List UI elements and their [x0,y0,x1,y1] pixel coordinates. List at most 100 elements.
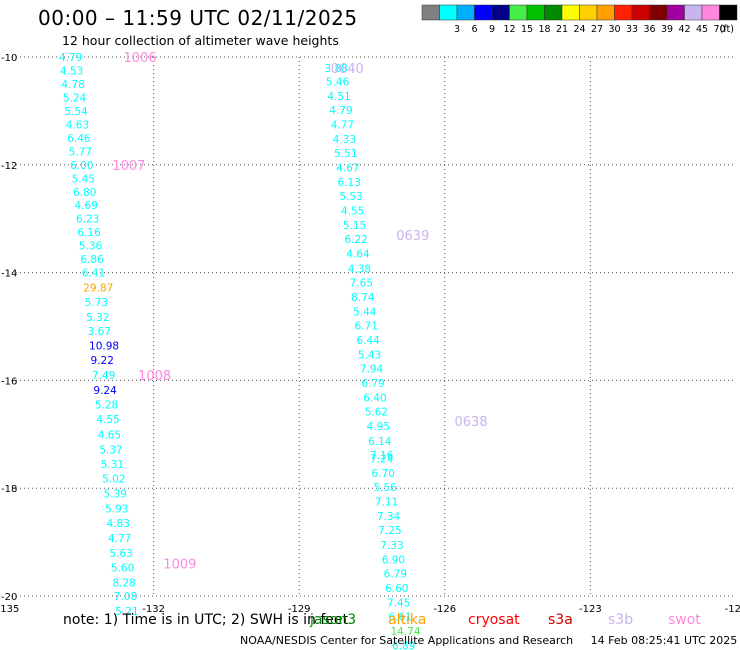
satellite-legend-altika: altika [388,612,427,628]
wave-height-value: 4.55 [341,206,364,218]
color-scale-swatch [421,4,440,21]
wave-height-value: 6.41 [82,268,105,280]
footer-note: note: 1) Time is in UTC; 2) SWH is in fe… [63,612,349,628]
wave-height-value: 4.67 [336,162,359,174]
satellite-legend-swot: swot [668,612,701,628]
wave-height-value: 5.24 [63,92,87,104]
wave-height-value: 5.31 [101,459,124,471]
color-scale-tick: 21 [556,24,568,35]
wave-height-value: 7.45 [387,597,410,609]
color-scale-swatch [474,4,493,21]
wave-height-value: 5.39 [104,489,127,501]
wave-height-value: 5.46 [326,76,350,88]
x-tick-label: -126 [433,604,456,615]
satellite-legend-s3a: s3a [548,612,573,628]
color-scale-tick: 33 [626,24,638,35]
wave-height-value: 4.77 [108,533,131,545]
wave-height-value: 7.11 [375,497,398,509]
track-id-label: 1008 [138,369,171,384]
x-tick-label: -135 [0,604,19,615]
color-scale-swatch [544,4,563,21]
wave-height-value: 3.88 [324,63,347,75]
track-id-label: 0638 [455,415,488,430]
wave-height-value: 7.34 [377,511,401,523]
wave-height-value: 7.24 [370,454,394,466]
color-scale-swatch [701,4,720,21]
wave-height-value: 5.32 [86,312,109,324]
color-scale-swatch [684,4,703,21]
wave-height-value: 6.60 [385,583,408,595]
wave-height-value: 4.69 [74,200,97,212]
color-scale-swatch [596,4,615,21]
color-scale-swatch [526,4,545,21]
wave-height-value: 5.43 [358,350,381,362]
wave-height-value: 5.36 [79,241,103,253]
wave-height-value: 4.83 [107,518,130,530]
wave-height-value: 5.51 [334,148,357,160]
x-tick-label: -132 [142,604,165,615]
wave-height-value: 6.00 [70,160,93,172]
generated-timestamp: 14 Feb 08:25:41 UTC 2025 [590,634,738,647]
color-scale-swatch [614,4,633,21]
wave-height-value: 7.25 [378,525,401,537]
color-scale-tick: 3 [454,24,460,35]
color-scale-tick: 12 [503,24,515,35]
map-grid [12,56,736,597]
wave-height-value: 5.44 [353,306,377,318]
wave-height-value: 5.53 [339,191,362,203]
wave-height-value: 29.87 [83,283,113,295]
wave-height-value: 6.71 [355,320,378,332]
wave-height-value: 4.77 [331,119,354,131]
wave-height-value: 4.65 [98,429,121,441]
color-scale-tick: 70 [713,24,725,35]
wave-height-value: 6.14 [368,436,392,448]
wave-height-value: 7.33 [380,540,403,552]
track-id-label: 0639 [396,229,429,244]
wave-height-value: 8.28 [112,578,135,590]
x-tick-label: -129 [288,604,311,615]
wave-height-value: 5.15 [343,220,366,232]
wave-height-value: 4.95 [367,421,390,433]
wave-height-value: 4.78 [61,79,84,91]
wave-height-value: 5.62 [365,407,388,419]
color-scale-tick: 42 [678,24,690,35]
wave-height-value: 7.08 [114,591,137,603]
wave-height-value: 10.98 [89,340,119,352]
wave-height-value: 5.56 [373,482,397,494]
wave-height-value: 5.54 [64,106,88,118]
axis-tick-labels: -135 -132 -129 -126 -123 -120 -10 -12 -14 -16 -18 -… [0,53,740,615]
wave-height-value: 7.94 [360,364,384,376]
color-scale-tick: 39 [661,24,673,35]
wave-height-value: 14.74 [390,626,420,638]
wave-height-value: 6.44 [356,335,380,347]
wave-height-value: 5.77 [69,146,92,158]
wave-height-value: 4.38 [348,263,371,275]
credit-text: NOAA/NESDIS Center for Satellite Applica… [240,634,574,647]
color-scale-tick: 6 [471,24,477,35]
y-tick-label: -16 [1,376,17,387]
color-scale-swatch [631,4,650,21]
color-scale-tick: 27 [591,24,603,35]
wave-height-value: 5.45 [72,173,95,185]
color-scale-tick: 45 [696,24,708,35]
track-id-label: 1006 [124,51,157,66]
wave-height-value: 9.22 [91,355,114,367]
wave-height-value: 6.61 [389,611,412,623]
wave-height-value: 6.86 [80,254,104,266]
wave-height-value: 5.63 [109,548,132,560]
wave-height-value: 9.24 [93,385,117,397]
color-scale-tick: 30 [608,24,620,35]
wave-height-value: 6.13 [338,177,361,189]
y-tick-label: -18 [1,484,17,495]
wave-height-value: 5.93 [105,504,128,516]
color-scale-unit: (ft) [720,24,734,35]
satellite-legend-jason3: jason3 [310,612,357,628]
wave-height-value: 6.79 [361,378,384,390]
satellite-legend-s3b: s3b [608,612,634,628]
wave-height-value: 6.89 [392,641,415,650]
color-scale-swatch [439,4,458,21]
wave-height-value: 4.53 [60,65,83,77]
color-scale-tick: 15 [521,24,533,35]
wave-height-value: 6.22 [344,234,367,246]
y-tick-label: -20 [1,592,17,603]
